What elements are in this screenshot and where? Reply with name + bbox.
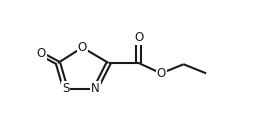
- Text: O: O: [156, 67, 166, 80]
- Text: S: S: [62, 82, 69, 95]
- Text: N: N: [91, 82, 100, 95]
- Text: O: O: [37, 47, 46, 60]
- Text: O: O: [134, 31, 143, 44]
- Text: O: O: [78, 41, 87, 54]
